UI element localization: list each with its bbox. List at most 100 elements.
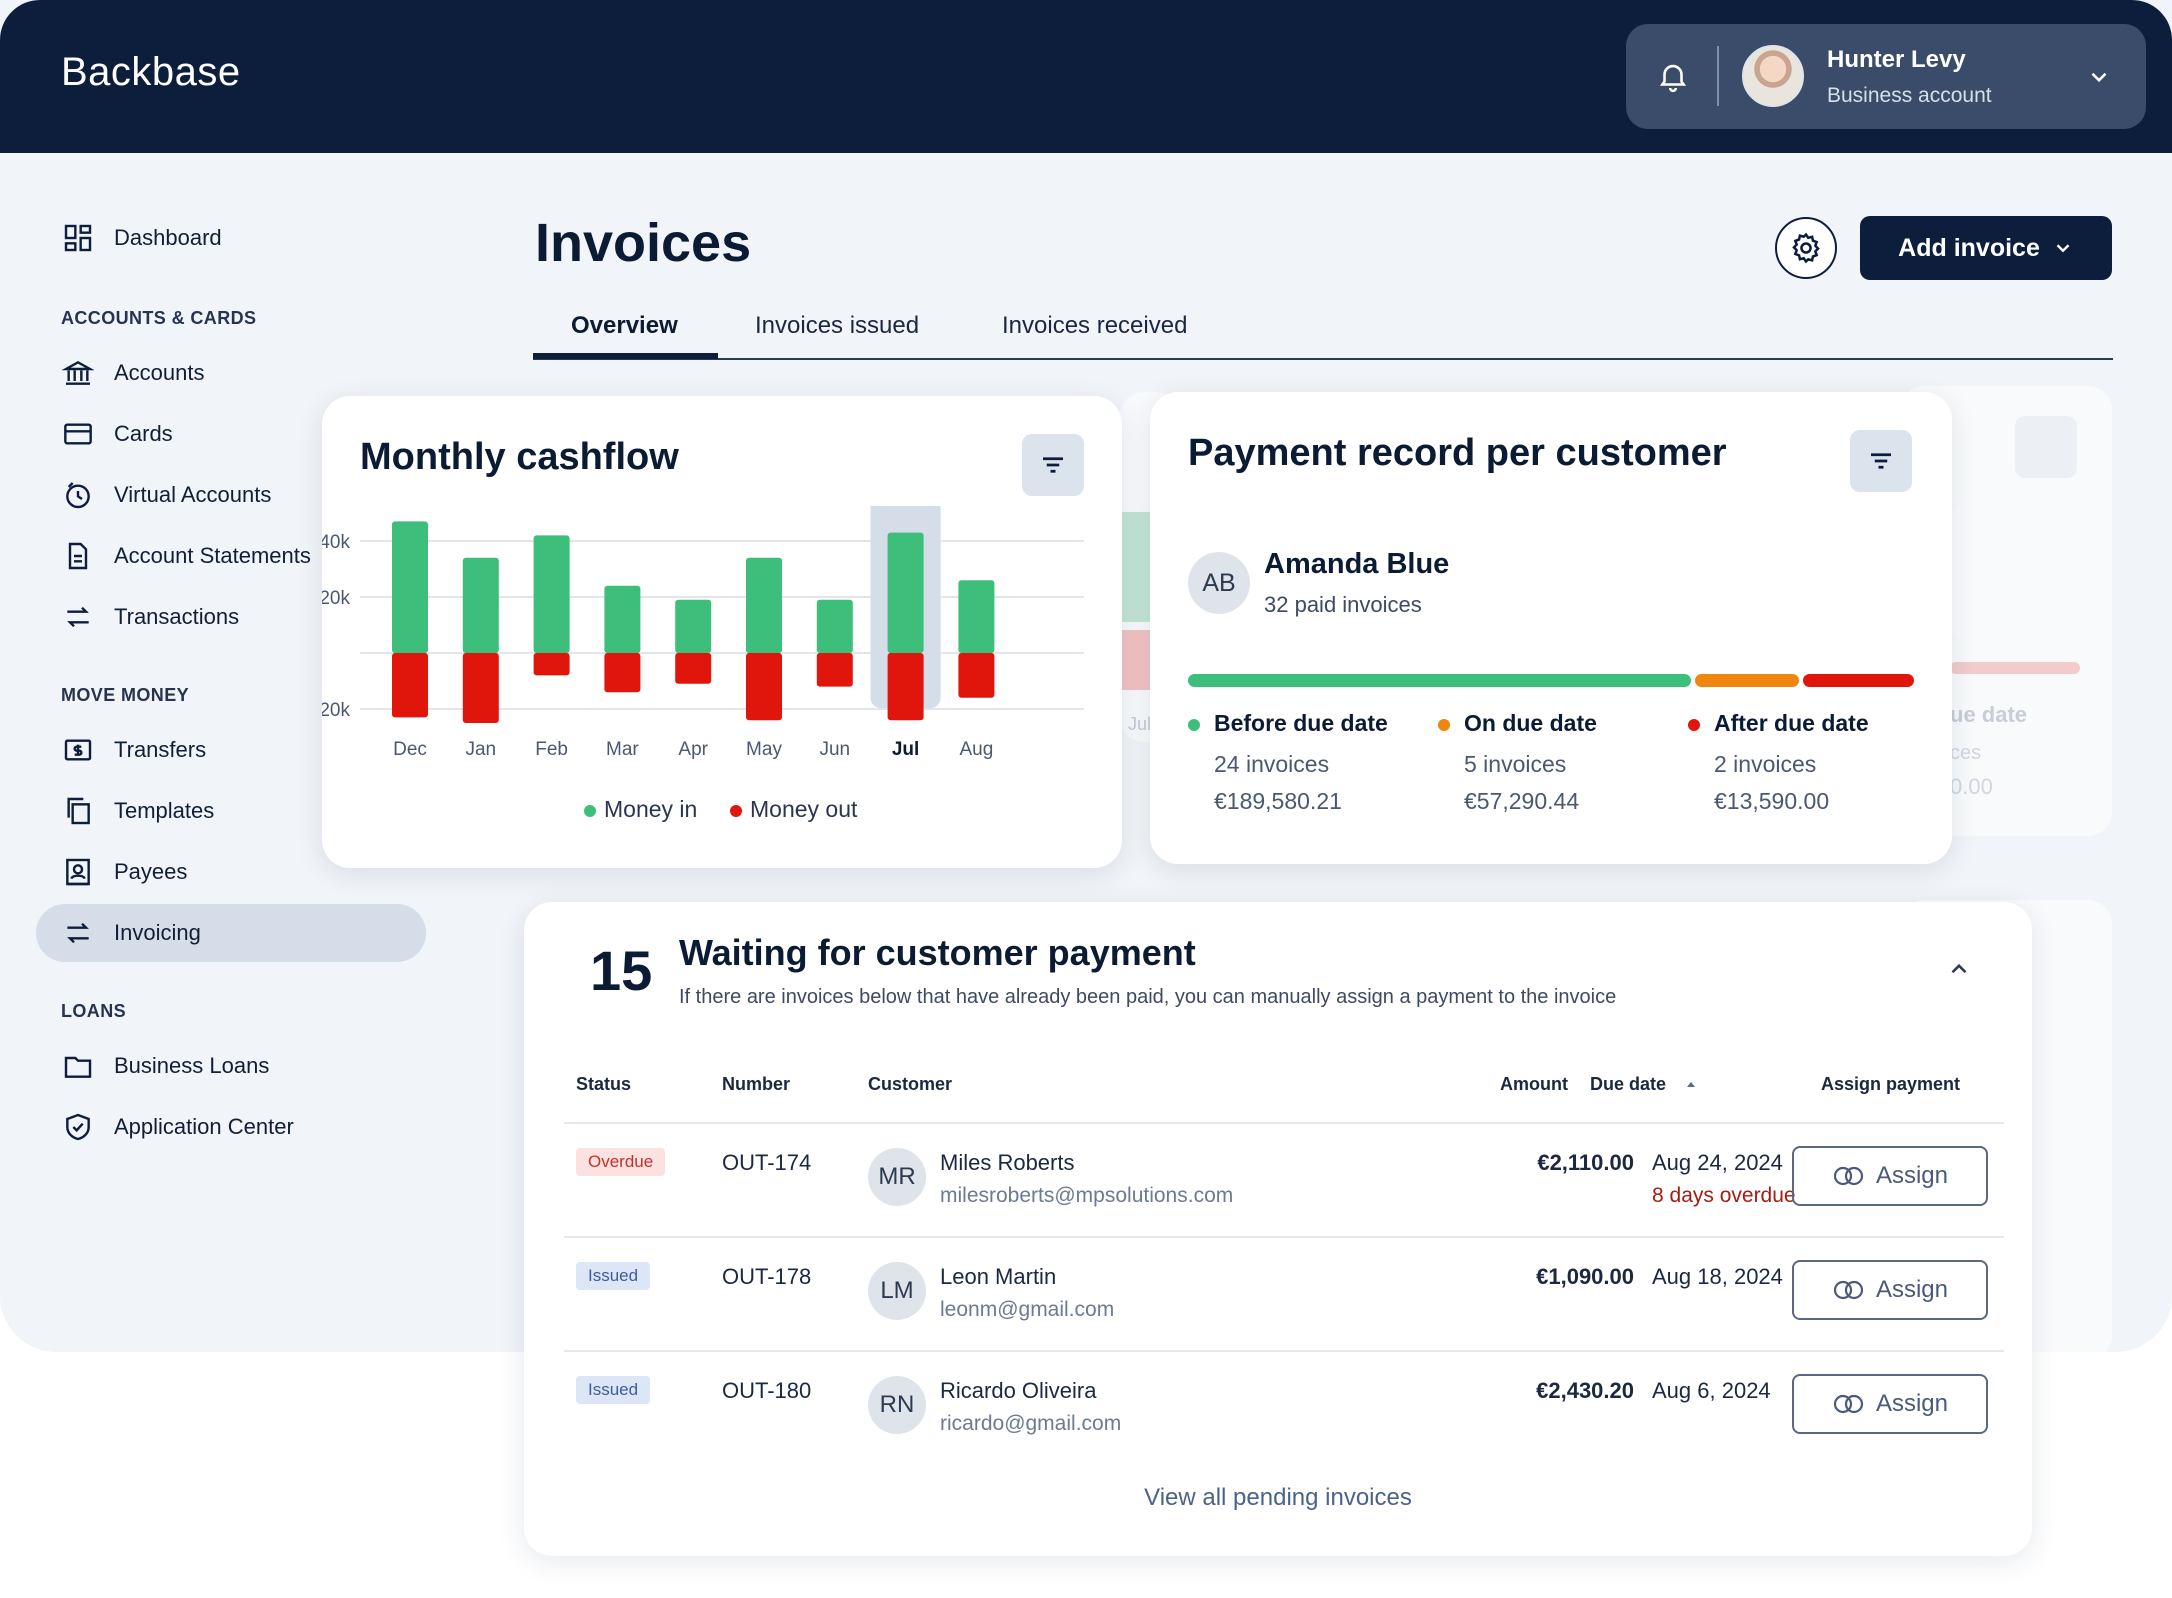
cashflow-title: Monthly cashflow xyxy=(360,436,679,478)
sidebar-item-label: Business Loans xyxy=(114,1053,270,1078)
table-row: Overdue OUT-174 MR Miles Roberts milesrobert… xyxy=(564,1122,2004,1236)
invoice-number: OUT-178 xyxy=(722,1264,812,1289)
payment-record-filter-button[interactable] xyxy=(1850,430,1912,492)
sidebar-item-label: Virtual Accounts xyxy=(114,482,272,507)
cashflow-chart: 40k 20k -20k Dec Jan Feb Mar Apr May Jun Jul Aug xyxy=(322,506,1084,760)
payment-timing-bar xyxy=(1188,674,1914,687)
invoice-amount: €2,110.00 xyxy=(1537,1150,1634,1175)
tab-invoices-received[interactable]: Invoices received xyxy=(1002,312,1188,339)
payees-icon xyxy=(66,858,90,886)
assign-button[interactable]: Assign xyxy=(1792,1260,1988,1320)
customer-avatar: AB xyxy=(1188,552,1250,614)
x-tick-label: Apr xyxy=(678,739,708,760)
waiting-count: 15 xyxy=(590,939,653,1002)
x-tick-label: Jun xyxy=(819,739,850,760)
bar-money-out[interactable] xyxy=(887,653,924,721)
waiting-payment-card: 15 Waiting for customer payment If there… xyxy=(524,902,2032,1556)
stat-dot xyxy=(1438,718,1450,731)
sidebar-item-application-center[interactable]: Application Center xyxy=(36,1098,426,1156)
x-tick-label: Feb xyxy=(535,739,568,760)
x-tick-label: Mar xyxy=(606,739,639,760)
bar-money-in[interactable] xyxy=(392,521,428,653)
x-tick-label: Dec xyxy=(393,739,427,760)
sidebar-item-transactions[interactable]: Transactions xyxy=(36,588,426,646)
stat-amount: €13,590.00 xyxy=(1714,788,1830,814)
sidebar-section-loans: LOANS xyxy=(61,1001,126,1021)
bar-money-in[interactable] xyxy=(604,585,641,653)
virtual-accounts-icon xyxy=(66,482,90,509)
dashboard-icon xyxy=(64,224,92,252)
top-bar: Backbase Hunter Levy Business account xyxy=(0,0,2172,153)
bar-money-in[interactable] xyxy=(533,535,570,653)
bar-segment-after-due-date xyxy=(1802,674,1914,687)
assign-button[interactable]: Assign xyxy=(1792,1374,1988,1434)
assign-button[interactable]: Assign xyxy=(1792,1146,1988,1206)
y-tick-label: 40k xyxy=(322,532,350,553)
user-avatar xyxy=(1742,45,1804,107)
sidebar-item-label: Application Center xyxy=(114,1114,294,1139)
header-number: Number xyxy=(722,1074,791,1094)
bar-segment-before-due-date xyxy=(1188,674,1691,687)
sidebar-item-virtual-accounts[interactable]: Virtual Accounts xyxy=(36,466,426,524)
legend-money-in: Money in xyxy=(584,796,697,823)
overdue-note: 8 days overdue xyxy=(1652,1184,1796,1207)
legend-money-in-label: Money in xyxy=(604,796,698,822)
customer-name: Ricardo Oliveira xyxy=(940,1378,1097,1403)
user-account-type: Business account xyxy=(1827,84,1992,107)
sidebar-item-business-loans[interactable]: Business Loans xyxy=(36,1037,426,1095)
bar-money-out[interactable] xyxy=(675,653,712,684)
legend-money-out: Money out xyxy=(730,796,857,823)
customer-avatar: MR xyxy=(868,1148,926,1206)
sidebar-item-cards[interactable]: Cards xyxy=(36,405,426,463)
bar-money-in[interactable] xyxy=(887,532,924,653)
sidebar-item-label: Transactions xyxy=(114,604,240,629)
tab-invoices-issued[interactable]: Invoices issued xyxy=(755,312,920,339)
bar-money-in[interactable] xyxy=(816,599,853,653)
ghost-month: Jul xyxy=(1128,714,1152,734)
bar-money-in[interactable] xyxy=(746,557,782,653)
waiting-title: Waiting for customer payment xyxy=(679,932,1196,973)
bar-money-in[interactable] xyxy=(462,557,499,653)
sidebar-item-invoicing[interactable]: Invoicing xyxy=(36,904,426,962)
page-title: Invoices xyxy=(535,213,752,273)
backbase-logo[interactable]: Backbase xyxy=(61,50,241,94)
bar-money-out[interactable] xyxy=(958,653,995,698)
customer-name: Leon Martin xyxy=(940,1264,1057,1289)
bar-money-in[interactable] xyxy=(958,580,995,653)
cashflow-filter-button[interactable] xyxy=(1022,434,1084,496)
stat-label: After due date xyxy=(1688,710,1938,737)
x-tick-label: May xyxy=(746,739,782,760)
sidebar-item-accounts[interactable]: Accounts xyxy=(36,344,426,402)
view-all-pending-link[interactable]: View all pending invoices xyxy=(1144,1484,1412,1511)
user-menu[interactable]: Hunter Levy Business account xyxy=(1626,24,2146,129)
sidebar-item-account-statements[interactable]: Account Statements xyxy=(36,527,426,585)
bar-money-out[interactable] xyxy=(816,653,853,687)
chevron-up-icon[interactable] xyxy=(1946,956,1972,982)
stat-amount: €189,580.21 xyxy=(1214,788,1342,814)
sidebar-item-templates[interactable]: Templates xyxy=(36,782,426,840)
chevron-down-icon xyxy=(2056,244,2070,253)
chevron-down-icon[interactable] xyxy=(2086,64,2112,90)
sidebar-item-dashboard[interactable]: Dashboard xyxy=(36,209,426,267)
x-tick-label: Jul xyxy=(892,739,919,760)
bell-icon[interactable] xyxy=(1656,58,1690,94)
bar-money-in[interactable] xyxy=(675,599,712,653)
tab-overview[interactable]: Overview xyxy=(571,312,678,339)
ghost-bar-out xyxy=(1122,630,1150,690)
bar-money-out[interactable] xyxy=(746,653,782,721)
invoice-amount: €2,430.20 xyxy=(1536,1378,1634,1403)
header-due-date[interactable]: Due date xyxy=(1590,1074,1697,1095)
bar-money-out[interactable] xyxy=(533,653,570,676)
settings-button[interactable] xyxy=(1775,217,1837,279)
add-invoice-button[interactable]: Add invoice xyxy=(1860,216,2112,280)
bar-money-out[interactable] xyxy=(604,653,641,693)
header-due-date-label: Due date xyxy=(1590,1074,1667,1094)
gear-icon xyxy=(1792,232,1820,264)
bar-money-out[interactable] xyxy=(392,653,428,718)
sidebar-item-payees[interactable]: Payees xyxy=(36,843,426,901)
sidebar-item-label: Transfers xyxy=(114,737,207,762)
link-rings-icon xyxy=(1833,1166,1864,1186)
sidebar-item-transfers[interactable]: Transfers xyxy=(36,721,426,779)
bar-money-out[interactable] xyxy=(462,653,499,723)
stat-count: 24 invoices xyxy=(1214,751,1330,777)
